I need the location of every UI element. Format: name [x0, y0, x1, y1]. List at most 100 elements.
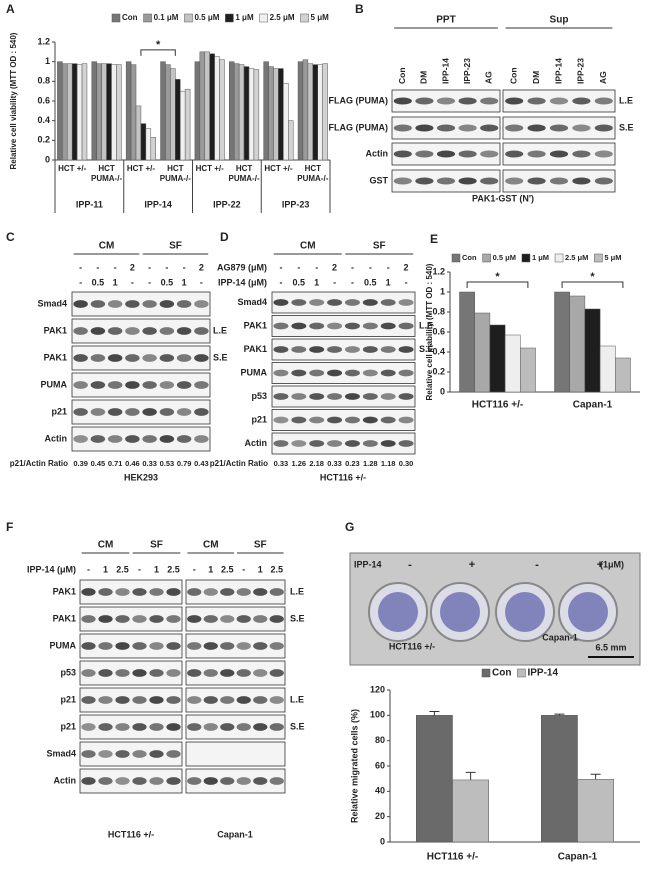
blot-band: [98, 669, 113, 677]
blot-band: [309, 416, 325, 424]
lane-value: 2: [332, 262, 337, 272]
bar: [268, 66, 274, 161]
y-tick-label: 0.2: [432, 366, 445, 376]
row-note: L.E: [213, 325, 227, 335]
blot-band: [362, 346, 378, 353]
blot-band: [436, 150, 456, 158]
legend-label: 5 μM: [311, 13, 330, 22]
bar: [233, 63, 240, 161]
significance-bracket: [561, 281, 624, 288]
blot-band: [132, 750, 147, 758]
blot-band: [380, 369, 396, 377]
annotation: *: [156, 39, 161, 51]
x-tick-label: HCT PUMA-/-: [91, 164, 123, 183]
blot-band: [90, 327, 106, 335]
blot-band: [380, 322, 396, 330]
blot-band: [436, 97, 456, 105]
lane-label: Con: [397, 67, 407, 84]
blot-band: [220, 588, 235, 596]
group-label: CM: [300, 241, 316, 252]
blot-band: [98, 642, 113, 650]
row-note: L.E: [290, 586, 304, 596]
treatment-label: IPP-14 (μM): [218, 277, 267, 287]
lane-label: IPP-14: [553, 58, 563, 84]
blot-band: [393, 124, 412, 132]
ratio-label: p21/Actin Ratio: [10, 459, 68, 468]
blot-band: [273, 299, 289, 306]
blot-band: [327, 393, 343, 400]
lane-value: 1: [314, 277, 319, 287]
blot-band: [187, 588, 202, 596]
blot-band: [362, 299, 378, 306]
blot-band: [73, 327, 88, 335]
error-bar: [429, 711, 440, 716]
blot-frame: [79, 741, 183, 767]
blot-band: [125, 408, 140, 416]
blot-band: [125, 435, 140, 443]
blot-band: [269, 777, 284, 785]
ratio-value: 0.23: [345, 459, 360, 468]
row-label: Smad4: [46, 748, 76, 758]
ratio-value: 1.28: [363, 459, 378, 468]
legend-swatch: [481, 668, 491, 678]
blot-band: [344, 416, 360, 424]
lane-value: -: [297, 262, 300, 272]
blot-band: [291, 299, 307, 306]
lane-value: 1: [208, 564, 213, 574]
blot-band: [344, 299, 360, 306]
blot-band: [480, 177, 499, 185]
blot-frame: [79, 606, 183, 632]
lane-value: -: [351, 262, 354, 272]
row-label: p53: [251, 391, 267, 401]
blot-frame: [79, 714, 183, 740]
lane-value: -: [200, 277, 203, 287]
bar: [273, 68, 279, 161]
blot-band: [166, 723, 181, 731]
bar: [175, 79, 181, 161]
legend-swatch: [594, 253, 603, 263]
cell-line-label: Capan-1: [542, 632, 578, 642]
treatment-sign: +: [597, 559, 603, 571]
blot-band: [115, 642, 130, 650]
blot-frame: [185, 714, 286, 740]
bar: [145, 128, 152, 161]
lane-value: 1: [258, 564, 263, 574]
blot-band: [572, 97, 591, 105]
blot-band: [132, 777, 147, 785]
bar: [62, 63, 68, 161]
blot-band: [159, 381, 175, 389]
blot-band: [572, 124, 591, 132]
group-label: SF: [254, 540, 267, 551]
lane-value: -: [87, 564, 90, 574]
panel-letter: G: [345, 520, 354, 534]
y-tick-label: 0: [380, 836, 385, 846]
y-tick-label: 0.6: [432, 326, 445, 336]
blot-band: [149, 669, 164, 677]
bar: [81, 63, 88, 161]
blot-band: [176, 381, 192, 389]
blot-band: [220, 696, 235, 704]
bar: [219, 59, 225, 161]
blot-frame: [185, 741, 286, 767]
lane-value: -: [193, 564, 196, 574]
blot-band: [159, 408, 175, 416]
blot-band: [187, 669, 202, 677]
x-tick-label: HCT +/-: [264, 164, 293, 173]
legend-swatch: [143, 13, 152, 23]
row-label: p21: [51, 406, 67, 416]
bar: [263, 61, 269, 161]
blot-band: [107, 354, 123, 362]
blot-band: [115, 669, 130, 677]
bar: [584, 308, 601, 393]
ratio-value: 0.46: [125, 459, 140, 468]
blot-frame: [79, 579, 183, 605]
blot-band: [594, 97, 613, 105]
y-tick-label: 80: [375, 735, 385, 745]
bar: [194, 61, 201, 161]
blot-band: [81, 723, 96, 731]
annotation: *: [495, 271, 500, 283]
blot-band: [98, 777, 113, 785]
blot-band: [176, 408, 192, 416]
legend-swatch: [554, 253, 564, 263]
blot-band: [107, 300, 123, 308]
